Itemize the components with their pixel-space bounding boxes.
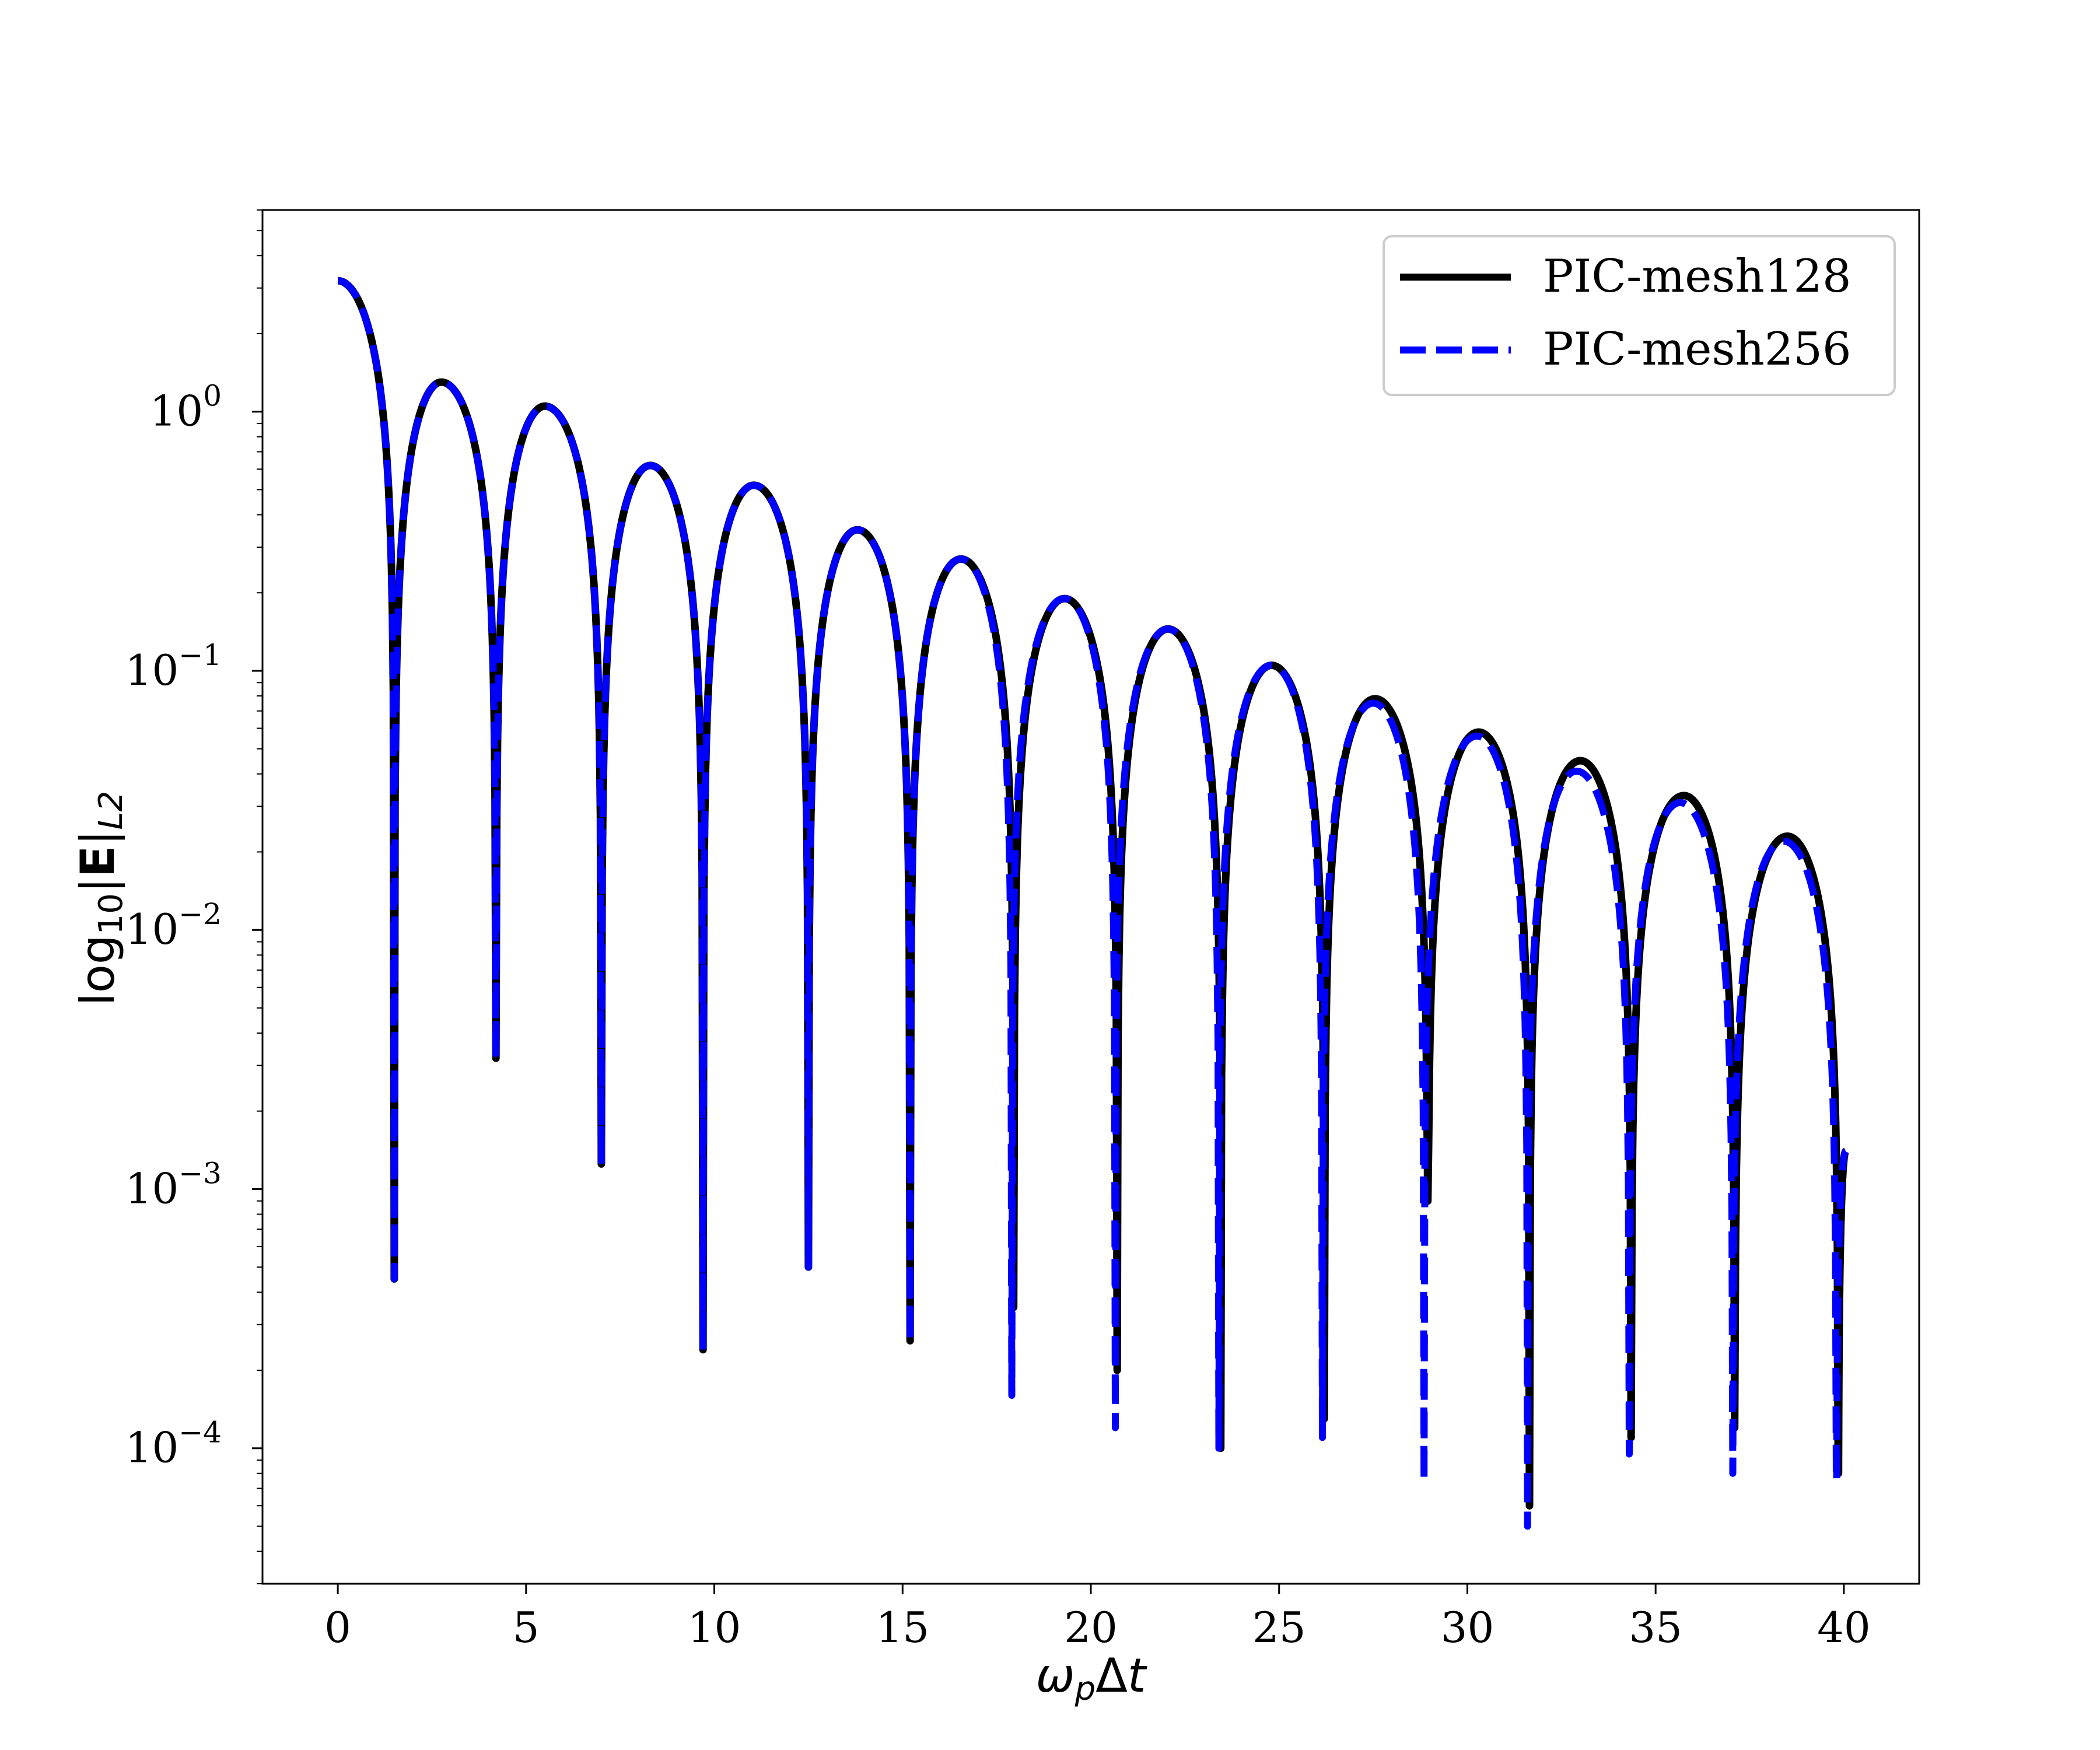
x-tick-label: 20 (1064, 1603, 1118, 1652)
legend-label-pic-mesh128: PIC-mesh128 (1543, 250, 1852, 303)
legend-frame (1382, 235, 1896, 396)
series-line-pic-mesh256 (335, 277, 1849, 1530)
legend: PIC-mesh128 PIC-mesh256 (1382, 235, 1896, 396)
x-axis-label: ωpΔt (1036, 1648, 1147, 1708)
y-tick-label: 10−3 (125, 1156, 222, 1213)
y-axis-label: log10|E|L2 (71, 791, 130, 1006)
x-tick-label: 35 (1629, 1603, 1682, 1652)
y-tick-label: 10−1 (125, 638, 222, 695)
x-axis: 0 5 10 15 20 25 30 35 40 (324, 1584, 1871, 1652)
x-tick-label: 30 (1441, 1603, 1494, 1652)
x-tick-label: 10 (688, 1603, 741, 1652)
x-tick-label: 15 (876, 1603, 929, 1652)
y-tick-label: 100 (150, 379, 222, 436)
x-tick-label: 5 (513, 1603, 540, 1652)
series-layer (335, 276, 1850, 1530)
x-tick-label: 40 (1817, 1603, 1871, 1652)
plot-background (262, 210, 1919, 1584)
x-tick-label: 25 (1252, 1603, 1306, 1652)
x-tick-label: 0 (324, 1603, 351, 1652)
y-tick-label: 10−2 (125, 897, 222, 954)
legend-label-pic-mesh256: PIC-mesh256 (1543, 323, 1852, 376)
y-axis: 10−4 10−3 10−2 10−1 100 (125, 209, 262, 1584)
series-line-pic-mesh128 (335, 276, 1850, 1510)
y-tick-label: 10−4 (125, 1416, 222, 1472)
